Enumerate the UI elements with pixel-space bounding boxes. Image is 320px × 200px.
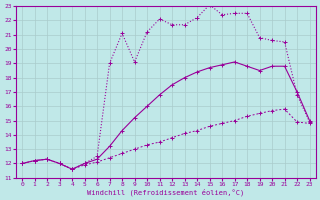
X-axis label: Windchill (Refroidissement éolien,°C): Windchill (Refroidissement éolien,°C) <box>87 188 244 196</box>
